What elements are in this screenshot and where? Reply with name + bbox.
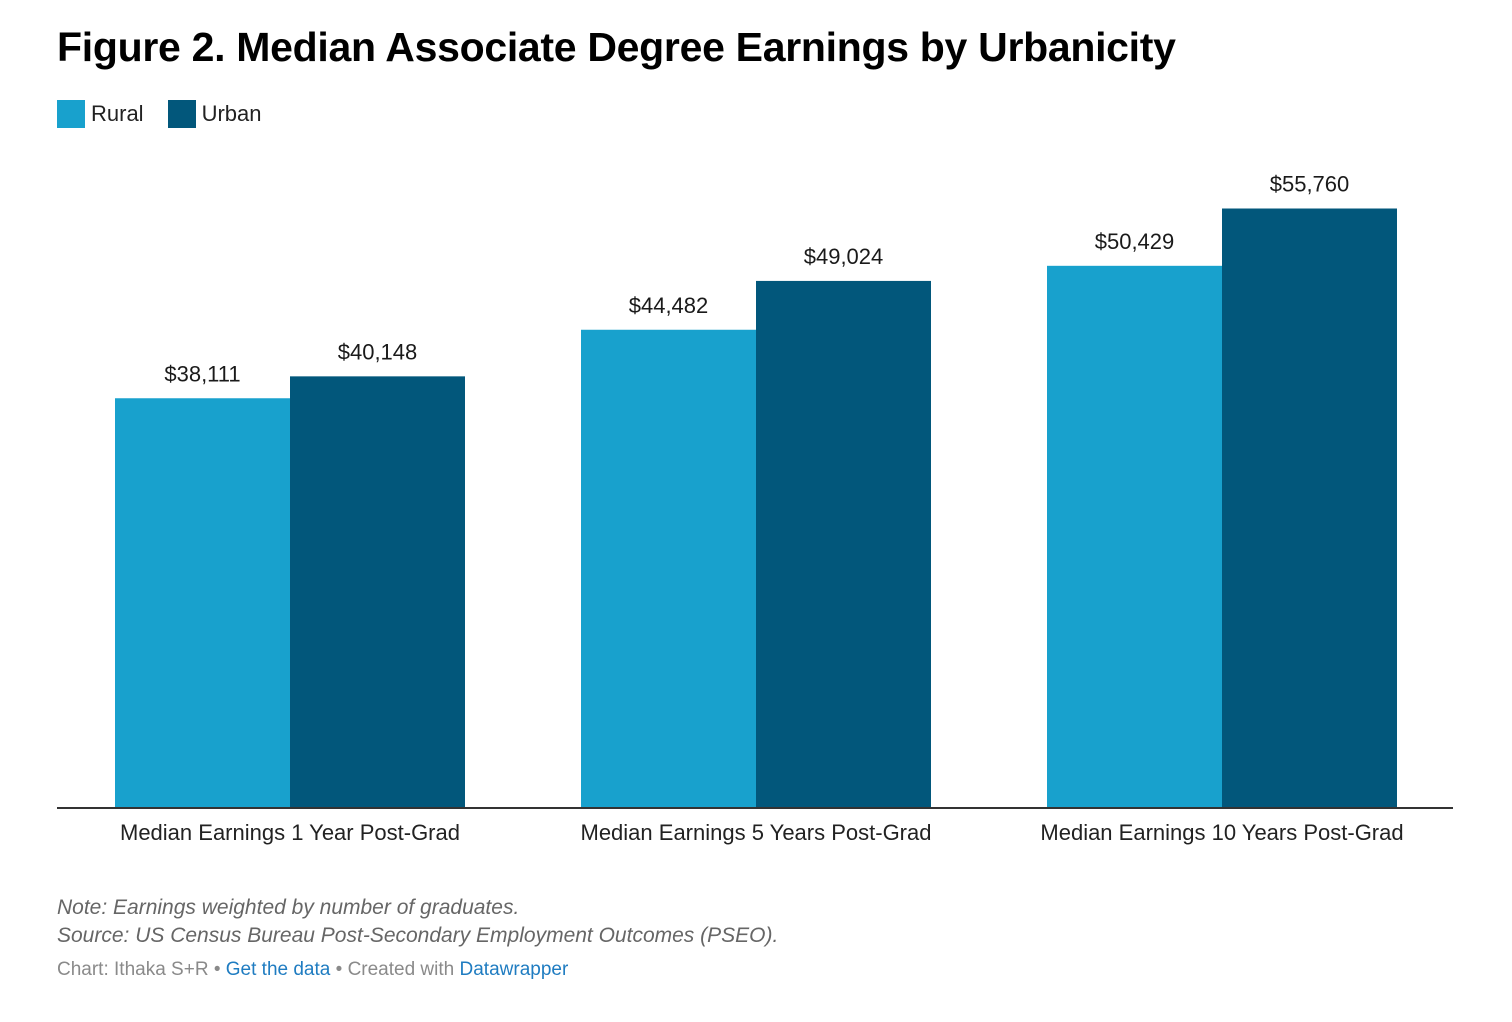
bar-urban-2 [756,280,931,809]
get-the-data-link[interactable]: Get the data [225,959,331,980]
legend-swatch-urban [167,100,196,128]
bar-urban-1 [290,376,465,808]
legend-item-rural: Rural [57,100,144,128]
legend-label-urban: Urban [201,101,262,126]
bar-value-label: $49,024 [804,244,884,269]
chart-credit: Chart: Ithaka S+R • Get the data • Creat… [57,959,568,981]
x-axis-category-label: Median Earnings 5 Years Post-Grad [581,820,932,845]
chart-title: Figure 2. Median Associate Degree Earnin… [57,24,1176,70]
bar-value-label: $50,429 [1095,229,1175,254]
note-text: Note: Earnings weighted by number of gra… [57,896,520,919]
created-with-text: Created with [347,959,455,980]
legend-item-urban: Urban [167,100,262,128]
credit-separator: • [213,959,221,980]
chart-notes: Note: Earnings weighted by number of gra… [57,894,778,950]
bar-rural-1 [115,398,290,808]
bar-chart-plot: $38,111 $40,148 Median Earnings 1 Year Pos… [57,172,1453,845]
x-axis-category-label: Median Earnings 1 Year Post-Grad [120,820,460,845]
credit-text: Chart: Ithaka S+R [57,959,209,980]
bar-value-label: $40,148 [338,339,418,364]
legend: Rural Urban [57,100,286,128]
source-text: Source: US Census Bureau Post-Secondary … [57,924,779,947]
bar-urban-3 [1222,208,1397,808]
x-axis-category-label: Median Earnings 10 Years Post-Grad [1040,820,1403,845]
bar-rural-3 [1047,265,1222,808]
credit-separator: • [335,959,343,980]
bar-value-label: $55,760 [1270,172,1350,197]
bar-rural-2 [581,329,756,808]
bar-value-label: $44,482 [629,293,709,318]
legend-label-rural: Rural [91,101,144,126]
datawrapper-link[interactable]: Datawrapper [459,959,569,980]
bar-value-label: $38,111 [164,361,240,386]
legend-swatch-rural [57,100,85,128]
